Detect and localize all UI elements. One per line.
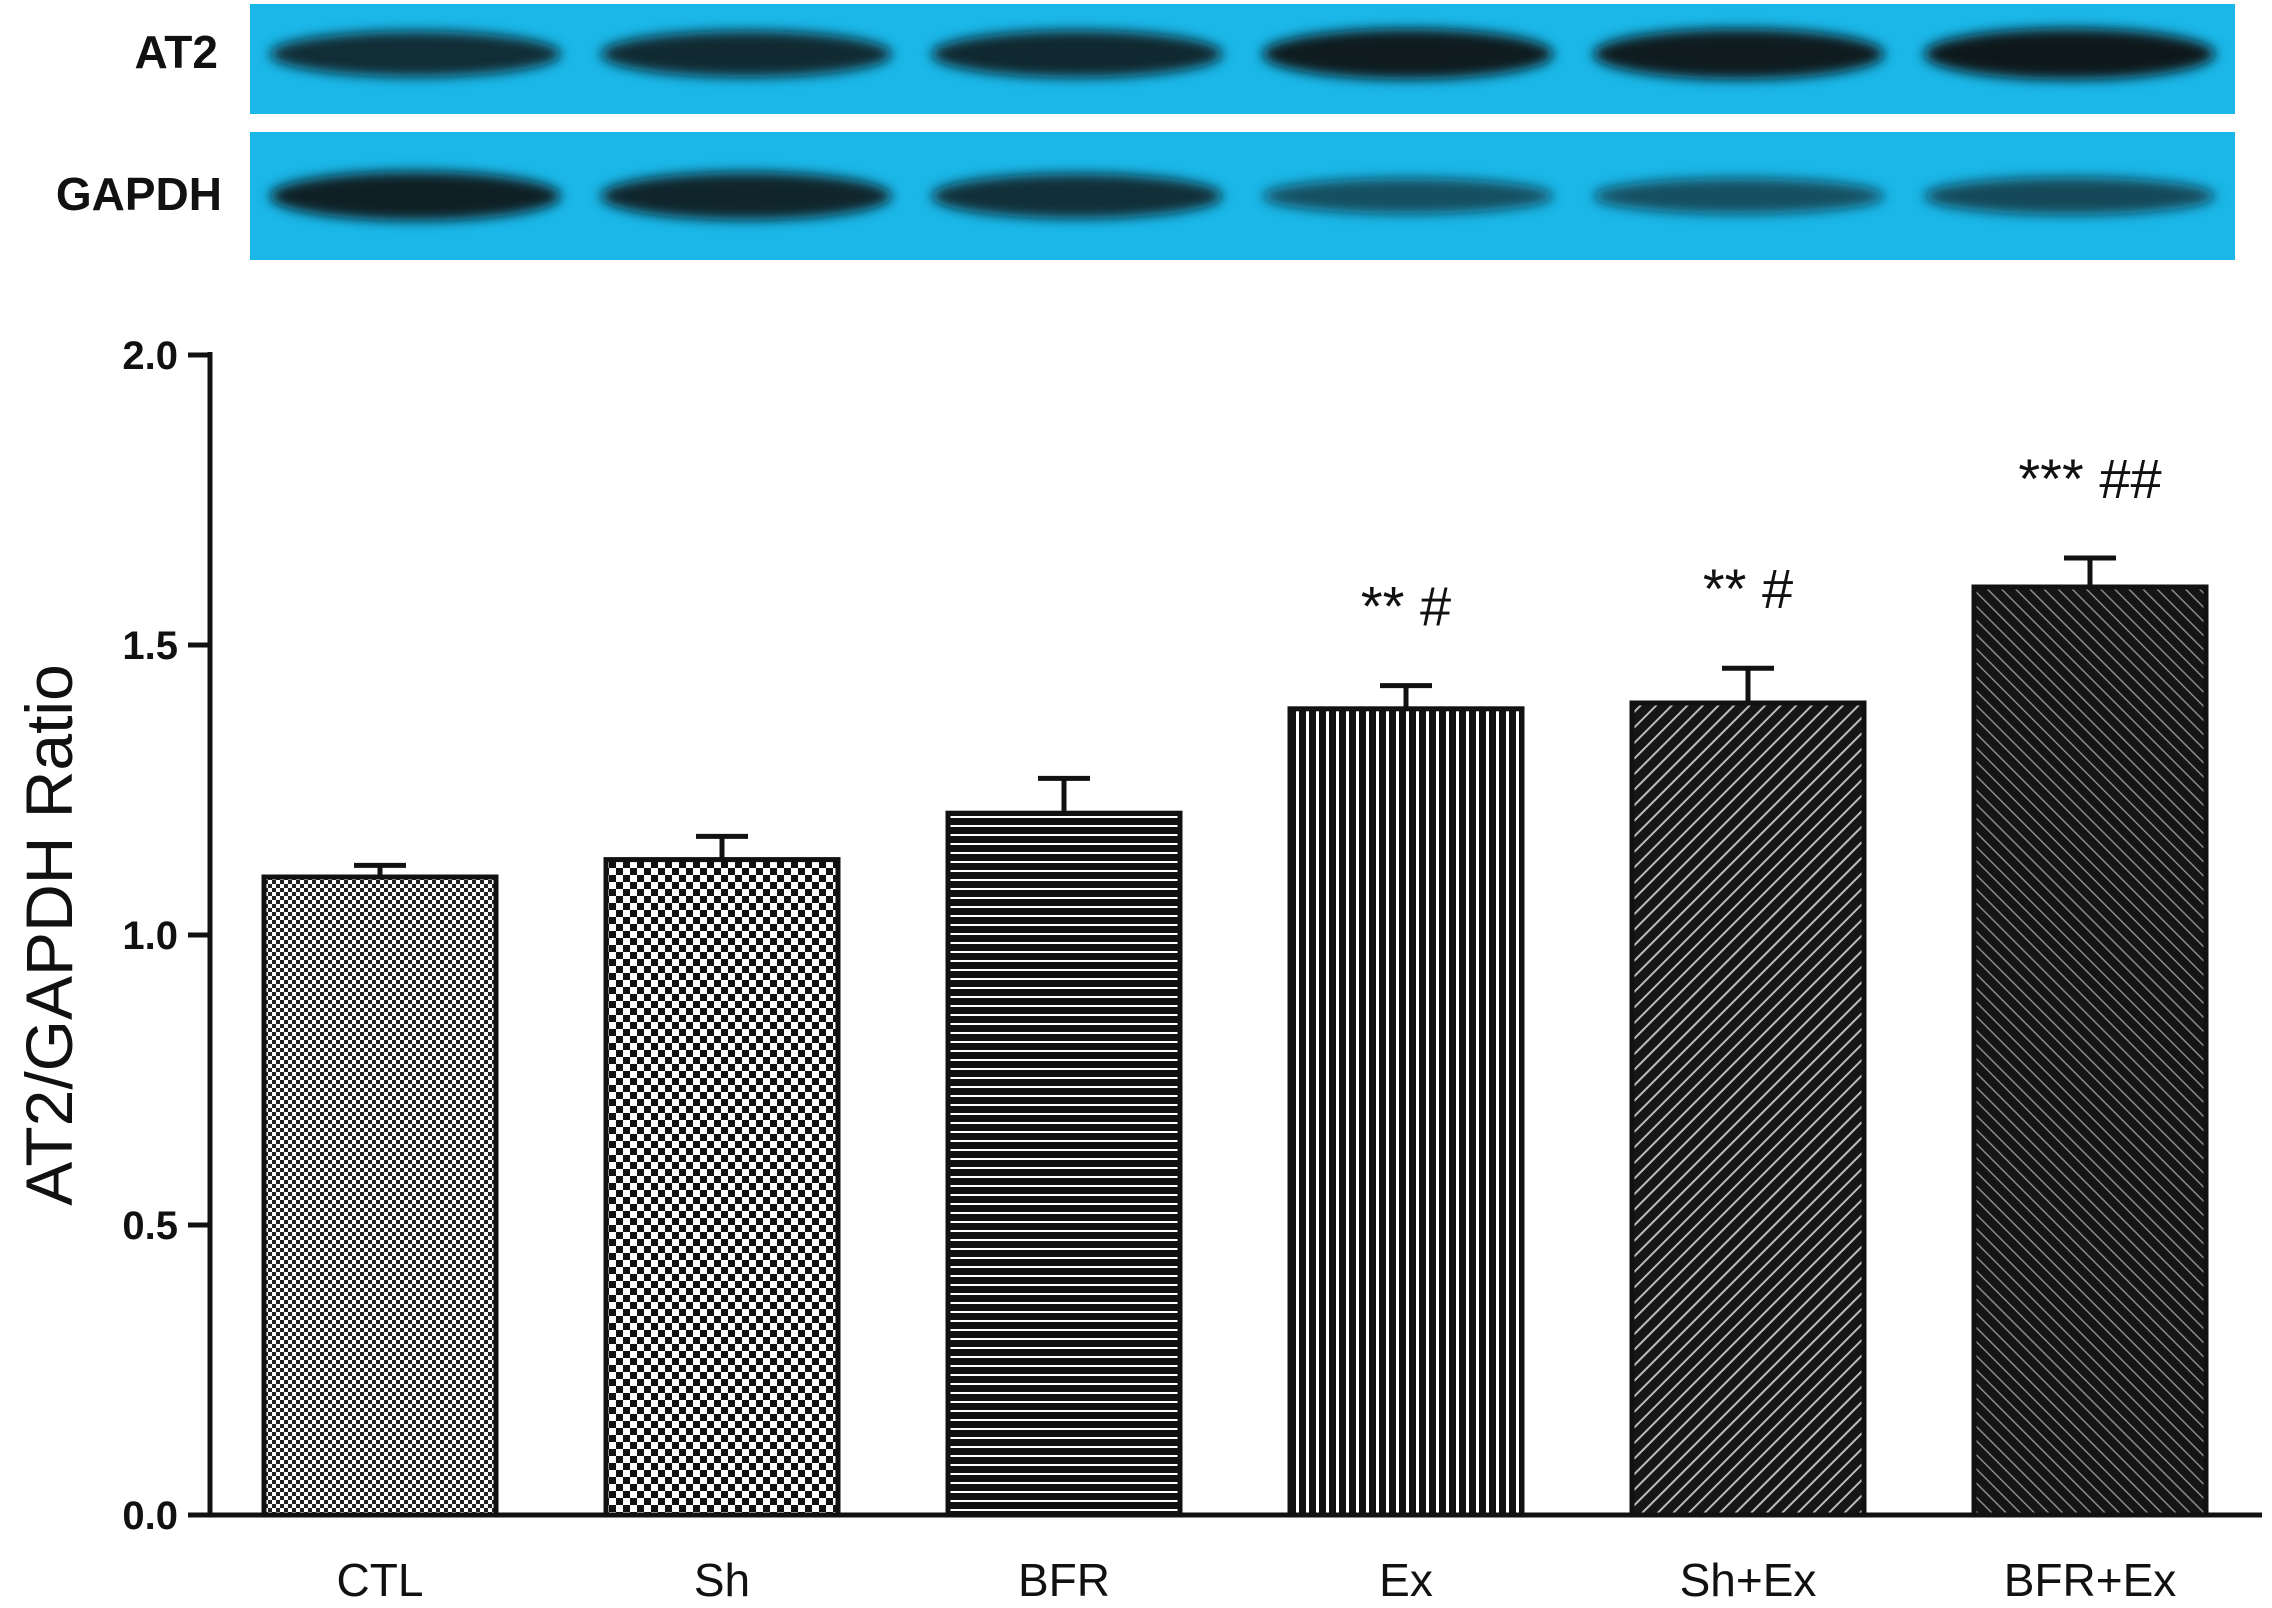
bar-bfr-ex	[1971, 584, 2209, 1518]
y-tick-label: 0.0	[122, 1494, 178, 1538]
blot-band-gapdh-bfr	[931, 173, 1223, 219]
bar-sh-ex	[1629, 700, 1867, 1518]
blot-band-at2-sh-ex	[1593, 28, 1885, 80]
blot-row-label-gapdh: GAPDH	[56, 168, 222, 220]
blot-row-label-at2: AT2	[135, 26, 219, 78]
significance-label-bfr-ex: *** ##	[2018, 447, 2161, 510]
blot-strip-at2	[250, 4, 2235, 114]
y-tick-label: 2.0	[122, 334, 178, 378]
significance-label-ex: ** #	[1361, 575, 1451, 638]
blot-band-gapdh-ctl	[269, 171, 561, 221]
y-tick-label: 1.0	[122, 914, 178, 958]
blot-band-gapdh-ex	[1262, 178, 1554, 214]
blot-band-gapdh-bfr-ex	[1924, 177, 2216, 215]
blot-band-at2-bfr	[931, 30, 1223, 78]
x-tick-label-sh-ex: Sh+Ex	[1680, 1554, 1817, 1606]
blot-band-at2-ctl	[269, 31, 561, 77]
axes	[207, 352, 2262, 1518]
x-tick-label-ctl: CTL	[337, 1554, 424, 1606]
x-tick-label-ex: Ex	[1379, 1554, 1433, 1606]
blot-strip-gapdh	[250, 132, 2235, 260]
significance-annotations: ** # ** # *** ##	[1361, 447, 2162, 638]
bar-sh	[603, 857, 841, 1518]
y-tick-label: 1.5	[122, 624, 178, 668]
error-bars	[354, 555, 2116, 877]
y-ticks: 0.0 0.5 1.0 1.5 2.0	[122, 334, 210, 1538]
western-blot-panel: AT2 GAPDH	[56, 4, 2235, 260]
blot-band-gapdh-sh-ex	[1593, 178, 1885, 214]
blot-band-at2-bfr-ex	[1924, 28, 2216, 80]
y-axis-label: AT2/GAPDH Ratio	[12, 664, 86, 1206]
x-tick-label-sh: Sh	[694, 1554, 750, 1606]
x-tick-label-bfr-ex: BFR+Ex	[2004, 1554, 2177, 1606]
x-tick-label-bfr: BFR	[1018, 1554, 1110, 1606]
y-tick-label: 0.5	[122, 1204, 178, 1248]
significance-label-sh-ex: ** #	[1703, 557, 1793, 620]
bar-ex	[1287, 706, 1525, 1518]
bar-bfr	[945, 810, 1183, 1518]
bar-ctl	[261, 874, 499, 1518]
bar-chart: 0.0 0.5 1.0 1.5 2.0 CTL Sh BFR Ex Sh+Ex BFR+Ex **…	[12, 334, 2262, 1606]
blot-bands	[269, 28, 2216, 221]
blot-band-at2-ex	[1262, 28, 1554, 80]
blot-band-gapdh-sh	[600, 172, 892, 220]
x-tick-labels: CTL Sh BFR Ex Sh+Ex BFR+Ex	[337, 1554, 2177, 1606]
bars	[261, 584, 2209, 1518]
blot-band-at2-sh	[600, 30, 892, 78]
